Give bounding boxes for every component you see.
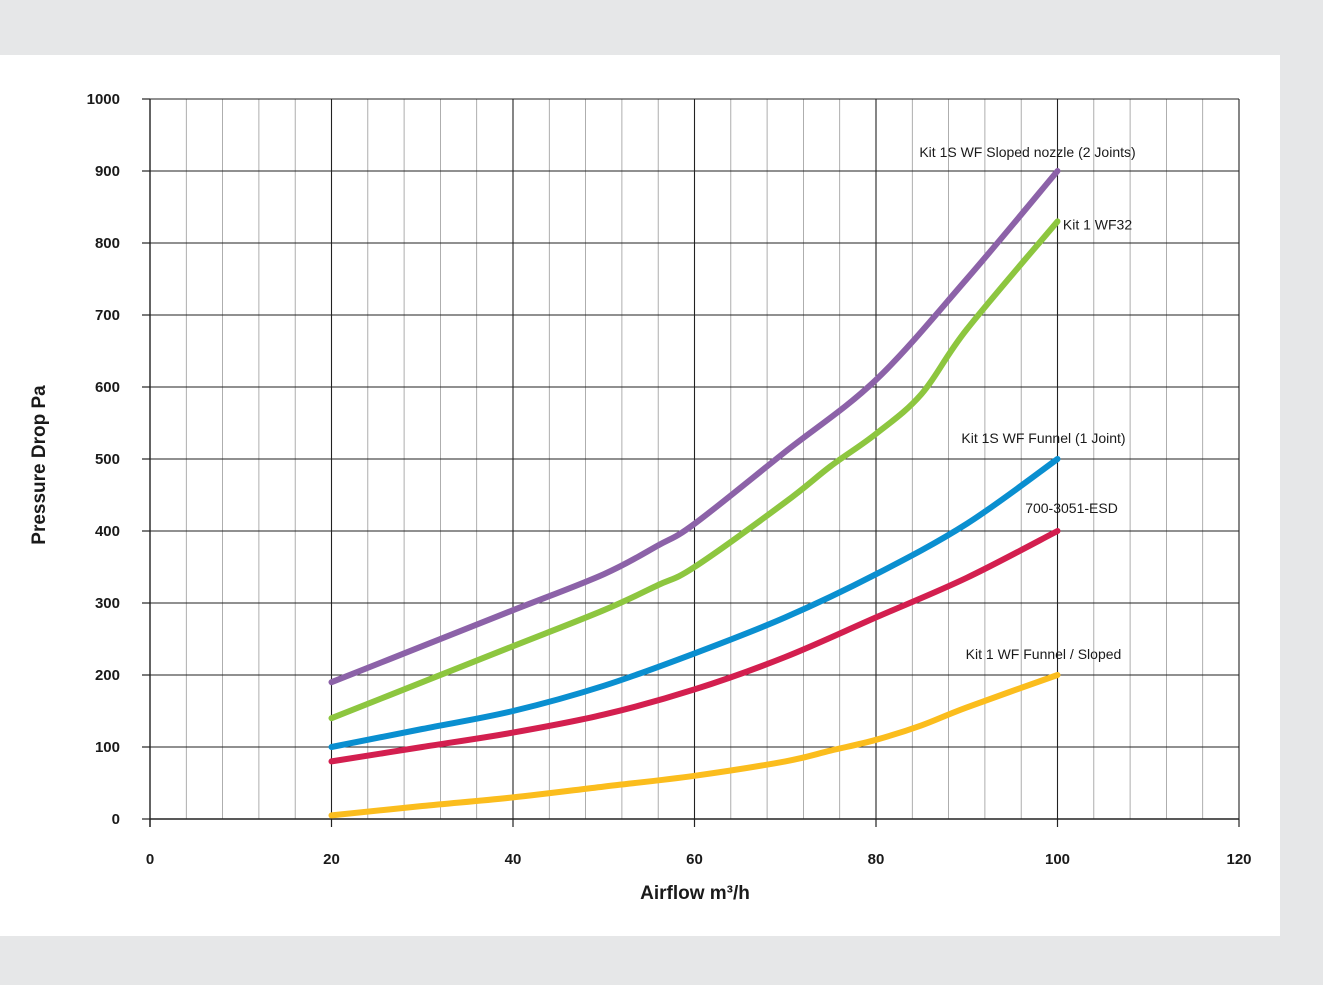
x-tick-labels: 0 20 40 60 80 100 120 — [146, 851, 1252, 868]
y-tick-label: 600 — [95, 379, 120, 396]
series-line — [328, 528, 1061, 765]
major-gridlines — [150, 98, 1240, 819]
series-line — [328, 456, 1061, 750]
y-tick-label: 1000 — [87, 91, 120, 108]
series-label: Kit 1S WF Funnel (1 Joint) — [961, 430, 1125, 446]
series-lines — [328, 168, 1061, 819]
series-label: Kit 1S WF Sloped nozzle (2 Joints) — [919, 144, 1135, 160]
y-tick-label: 400 — [95, 523, 120, 540]
axes — [142, 98, 1240, 827]
y-tick-label: 0 — [112, 811, 120, 828]
series-line — [328, 218, 1061, 722]
y-tick-labels: 0 100 200 300 400 500 600 700 800 900 1000 — [87, 91, 120, 828]
y-tick-label: 800 — [95, 235, 120, 252]
x-tick-label: 20 — [323, 851, 340, 868]
x-tick-label: 80 — [868, 851, 885, 868]
y-tick-label: 900 — [95, 163, 120, 180]
series-line — [328, 168, 1061, 686]
series-label: Kit 1 WF Funnel / Sloped — [966, 646, 1122, 662]
x-tick-label: 40 — [505, 851, 522, 868]
series-label: 700-3051-ESD — [1025, 500, 1118, 516]
series-line — [328, 672, 1061, 819]
y-axis-title: Pressure Drop Pa — [29, 385, 50, 545]
series-label: Kit 1 WF32 — [1063, 216, 1132, 232]
y-tick-label: 500 — [95, 451, 120, 468]
chart-panel: 0 20 40 60 80 100 120 0 100 200 300 400 500 600 700 80… — [0, 55, 1280, 936]
y-tick-label: 100 — [95, 739, 120, 756]
x-tick-label: 60 — [686, 851, 703, 868]
x-tick-label: 100 — [1045, 851, 1070, 868]
x-tick-label: 120 — [1226, 851, 1251, 868]
line-chart: 0 20 40 60 80 100 120 0 100 200 300 400 500 600 700 80… — [29, 91, 1252, 904]
y-tick-label: 300 — [95, 595, 120, 612]
y-tick-label: 200 — [95, 667, 120, 684]
series-labels: Kit 1S WF Sloped nozzle (2 Joints) Kit 1 … — [919, 144, 1135, 662]
x-tick-label: 0 — [146, 851, 154, 868]
x-axis-title: Airflow m³/h — [640, 883, 750, 904]
y-tick-label: 700 — [95, 307, 120, 324]
